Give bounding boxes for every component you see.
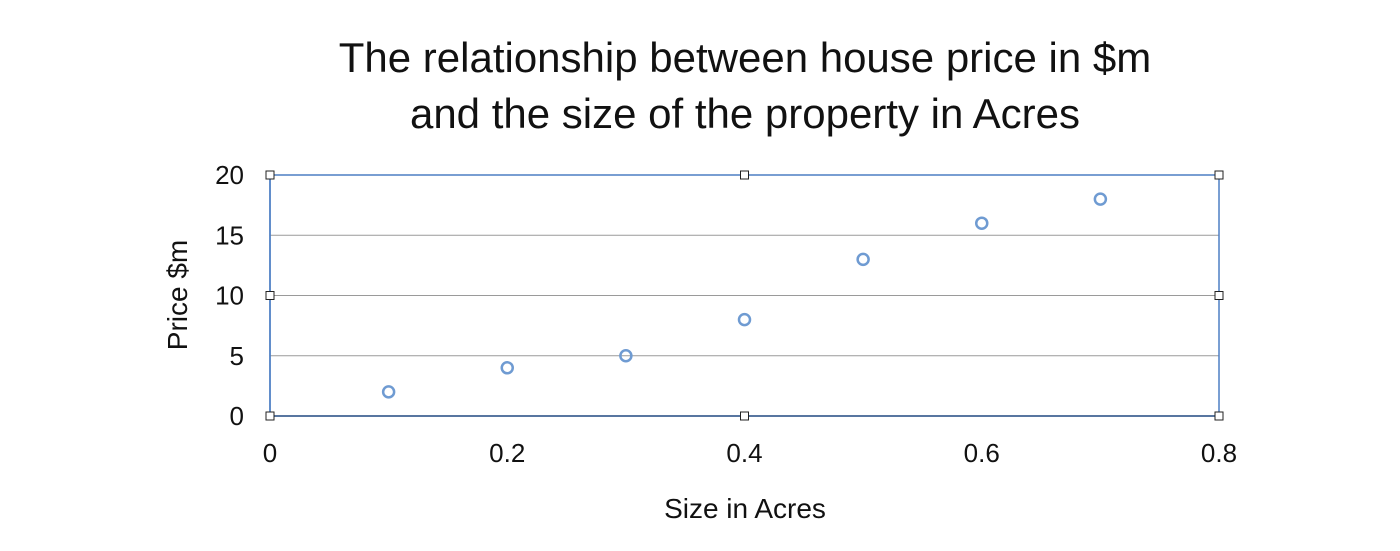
- y-tick-label: 0: [230, 401, 244, 431]
- gridlines: [270, 174, 1219, 417]
- x-axis-label: Size in Acres: [664, 493, 826, 524]
- data-point: [619, 349, 633, 363]
- x-tick-label: 0.2: [489, 438, 525, 468]
- data-point: [975, 216, 989, 230]
- y-tick-label: 10: [215, 281, 244, 311]
- resize-handle[interactable]: [265, 291, 275, 300]
- y-tick-label: 5: [230, 341, 244, 371]
- x-tick-label: 0.4: [726, 438, 762, 468]
- data-points: [381, 192, 1108, 399]
- y-axis-label: Price $m: [162, 240, 193, 350]
- data-point: [500, 361, 514, 375]
- data-point: [737, 312, 752, 327]
- resize-handle[interactable]: [1214, 411, 1224, 421]
- resize-handle[interactable]: [1214, 291, 1224, 300]
- tick-labels: 0 5 10 15 20 0 0.2 0.4 0.6 0.8: [215, 160, 1237, 468]
- resize-handle[interactable]: [265, 411, 275, 421]
- data-point: [856, 252, 870, 267]
- x-tick-label: 0.8: [1201, 438, 1237, 468]
- resize-handle[interactable]: [1214, 170, 1224, 180]
- chart-title-line-1: The relationship between house price in …: [339, 34, 1151, 81]
- chart-title: The relationship between house price in …: [339, 34, 1151, 137]
- chart-title-line-2: and the size of the property in Acres: [410, 90, 1080, 137]
- x-tick-label: 0.6: [964, 438, 1000, 468]
- resize-handle[interactable]: [740, 170, 749, 180]
- resize-handle[interactable]: [740, 411, 749, 421]
- y-tick-label: 20: [215, 160, 244, 190]
- x-tick-label: 0: [263, 438, 277, 468]
- y-tick-label: 15: [215, 220, 244, 250]
- resize-handle[interactable]: [265, 170, 275, 180]
- data-point: [1093, 192, 1108, 206]
- selection-handles[interactable]: [265, 170, 1224, 421]
- data-point: [381, 385, 396, 399]
